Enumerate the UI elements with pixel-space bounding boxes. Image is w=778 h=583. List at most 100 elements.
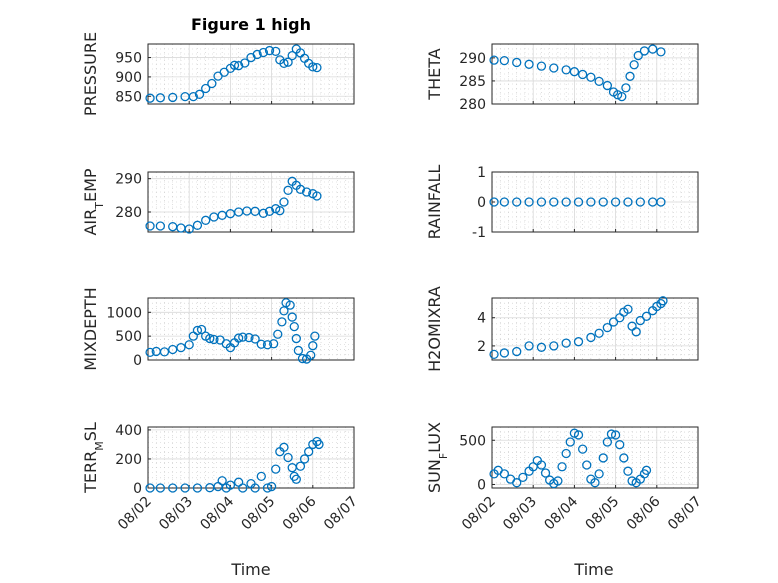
data-point <box>598 197 608 207</box>
plot-area <box>147 426 355 489</box>
data-point <box>594 469 604 479</box>
y-axis-label: AIRTEMP <box>81 168 106 235</box>
data-point <box>524 59 534 69</box>
data-point <box>188 91 198 102</box>
data-point <box>275 206 285 216</box>
data-point <box>586 332 596 343</box>
axes-box <box>491 297 699 361</box>
data-point <box>297 353 308 364</box>
data-point <box>553 476 563 486</box>
data-point <box>194 89 205 99</box>
data-point <box>159 347 170 357</box>
data-point <box>641 311 652 321</box>
data-point <box>565 437 575 447</box>
subplot-sun-flux: 0 500 SUNFLUX 08/02 08/03 08/04 08/05 08/06 08/0… <box>425 422 705 533</box>
data-point <box>192 483 203 493</box>
data-point <box>192 325 203 336</box>
y-axis-label-part: LUX <box>425 422 444 453</box>
y-axis-label: TERRMSL <box>81 422 106 494</box>
data-point <box>295 461 306 471</box>
data-point <box>301 187 312 197</box>
data-point <box>314 439 324 450</box>
data-point <box>287 312 297 322</box>
data-point <box>264 206 275 216</box>
data-point <box>244 332 254 343</box>
data-point <box>310 331 320 341</box>
data-point <box>536 342 547 352</box>
figure-title: Figure 1 high <box>191 15 311 34</box>
data-point <box>205 333 215 344</box>
data-point <box>635 197 645 207</box>
data-point <box>602 322 613 333</box>
data-point <box>233 61 244 71</box>
data-point <box>168 483 178 493</box>
data-point <box>625 71 635 81</box>
y-tick-label: 0 <box>133 353 142 369</box>
y-tick-label: 0 <box>477 195 486 211</box>
x-tick-label: 08/05 <box>239 494 279 534</box>
data-point <box>312 62 322 73</box>
subplot-h2omixra: 2 4 H2OMIXRA <box>425 286 699 372</box>
y-tick-label: 900 <box>115 70 142 86</box>
data-point <box>252 49 262 60</box>
y-axis-label-part: EMP <box>81 168 100 202</box>
data-point <box>561 448 571 459</box>
data-point <box>549 63 559 73</box>
data-point <box>196 324 207 335</box>
data-point <box>524 341 534 351</box>
data-point <box>615 440 625 450</box>
y-tick-label: 285 <box>459 74 486 90</box>
data-point <box>283 57 293 67</box>
data-point <box>623 197 633 207</box>
subplot-rainfall: -1 0 1 RAINFALL <box>425 165 699 241</box>
y-tick-label: 1 <box>477 165 486 181</box>
data-point <box>209 334 219 345</box>
data-point <box>201 83 211 94</box>
plot-area <box>491 43 699 105</box>
y-axis-label: THETA <box>425 48 444 100</box>
data-point <box>289 471 299 482</box>
data-point <box>512 197 522 207</box>
data-point <box>266 481 277 492</box>
data-point <box>499 469 510 479</box>
data-point <box>306 350 316 360</box>
data-point <box>569 428 580 438</box>
data-point <box>256 471 266 482</box>
data-point <box>293 345 304 356</box>
data-point <box>536 61 547 71</box>
data-point <box>577 69 588 80</box>
data-point <box>145 347 155 358</box>
x-tick-label: 08/06 <box>280 493 320 533</box>
x-axis-label-right: Time <box>573 560 613 579</box>
data-point <box>256 339 266 349</box>
axes-layer: 850 900 950 PRESSURE 280 285 290 THETA 280 290 AIR… <box>81 32 705 533</box>
y-tick-label: 280 <box>459 97 486 113</box>
data-point <box>238 483 248 493</box>
y-axis-label: RAINFALL <box>425 165 444 240</box>
y-axis-label-part: TERR <box>81 451 100 494</box>
x-tick-label: 08/06 <box>624 493 664 533</box>
subplot-mixdepth: 0 500 1000 MIXDEPTH <box>81 287 355 371</box>
data-point <box>656 298 666 309</box>
data-point <box>569 67 580 77</box>
data-point <box>608 317 619 327</box>
y-tick-label: 290 <box>459 51 486 67</box>
y-tick-label: 0 <box>477 477 486 493</box>
data-point <box>295 184 306 194</box>
data-point <box>617 91 627 102</box>
data-point <box>524 197 534 207</box>
data-point <box>582 460 592 470</box>
y-axis-label-subscript: F <box>437 453 450 459</box>
data-point <box>561 338 571 348</box>
plot-area <box>147 297 355 361</box>
data-point <box>561 197 571 207</box>
axes-box <box>147 171 355 233</box>
data-point <box>217 476 227 486</box>
y-tick-label: 850 <box>115 89 142 105</box>
data-point <box>573 197 584 207</box>
data-point <box>577 444 588 454</box>
data-point <box>499 197 510 207</box>
data-point <box>621 83 631 93</box>
data-point <box>308 62 318 72</box>
data-point <box>201 215 211 225</box>
